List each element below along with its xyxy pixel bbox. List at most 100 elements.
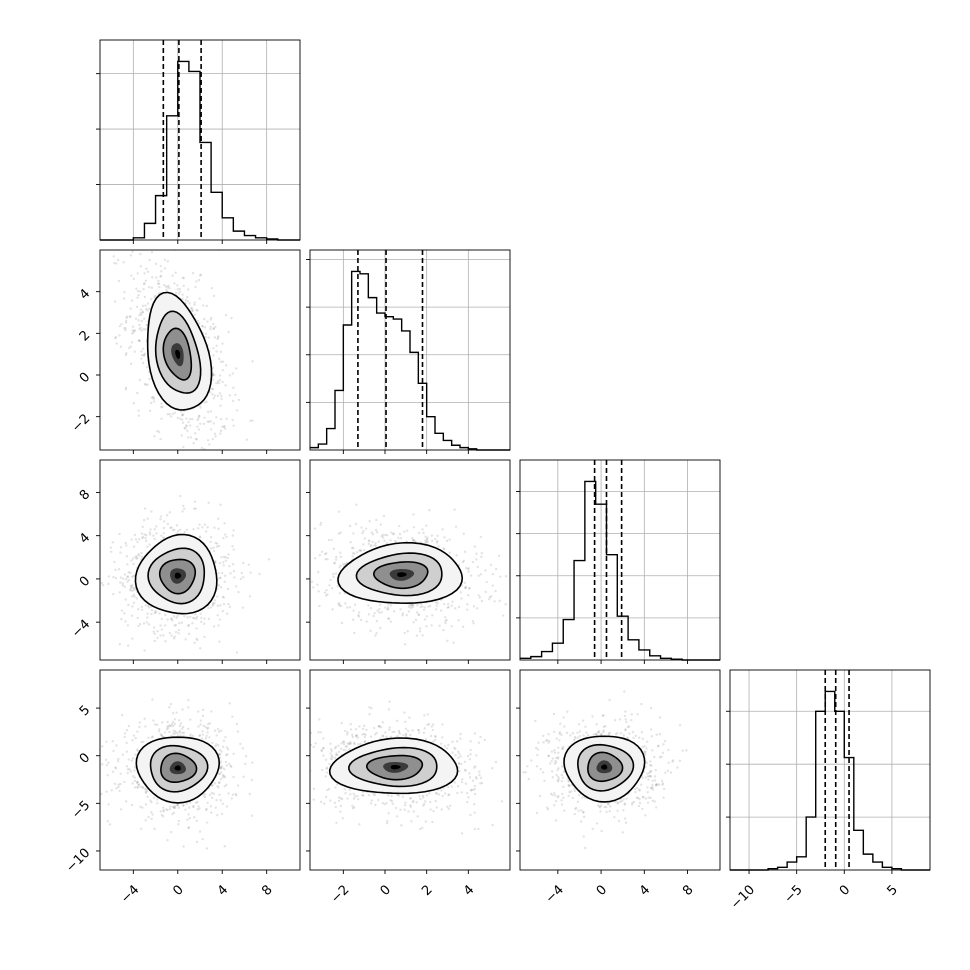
scatter-point	[139, 326, 142, 330]
contour-0	[146, 291, 213, 411]
scatter-point	[554, 819, 558, 822]
scatter-point	[125, 352, 128, 355]
contour-1	[149, 744, 209, 793]
scatter-point	[325, 589, 328, 592]
scatter-point	[440, 808, 443, 811]
scatter-point	[153, 827, 156, 831]
scatter-point	[124, 541, 127, 545]
scatter-point	[327, 787, 331, 791]
contour-0	[337, 541, 464, 604]
joint-panel-3-1	[244, 669, 511, 874]
scatter-point	[146, 270, 150, 274]
scatter-point	[411, 538, 415, 542]
scatter-point	[542, 741, 545, 744]
scatter-point	[181, 413, 185, 416]
scatter-point	[153, 723, 157, 726]
marginal-panel-3	[726, 669, 931, 874]
scatter-point	[123, 780, 126, 784]
scatter-point	[373, 611, 376, 615]
scatter-point	[196, 808, 199, 811]
scatter-point	[126, 315, 129, 318]
scatter-point	[231, 793, 235, 796]
scatter-point	[135, 305, 139, 309]
scatter-point	[124, 620, 127, 623]
scatter-point	[204, 808, 208, 812]
scatter-point	[221, 802, 224, 805]
scatter-point	[159, 518, 162, 521]
marginal-panel-1	[306, 249, 511, 454]
scatter-point	[182, 731, 186, 734]
scatter-point	[170, 723, 174, 726]
scatter-point	[196, 418, 199, 422]
scatter-point	[170, 830, 173, 834]
scatter-point	[494, 760, 498, 764]
scatter-point	[143, 717, 146, 720]
scatter-point	[211, 741, 214, 745]
scatter-point	[385, 533, 389, 537]
scatter-point	[197, 527, 200, 530]
scatter-point	[140, 532, 144, 535]
scatter-point	[188, 806, 191, 809]
scatter-point	[399, 536, 403, 540]
scatter-point	[434, 608, 438, 611]
scatter-point	[139, 265, 142, 268]
scatter-point	[320, 749, 324, 753]
joint-points-2-0	[85, 494, 271, 654]
scatter-point	[211, 603, 215, 606]
scatter-point	[182, 504, 185, 508]
scatter-point	[121, 584, 125, 587]
scatter-point	[85, 637, 87, 639]
scatter-point	[425, 524, 428, 527]
scatter-point	[212, 327, 215, 330]
scatter-point	[176, 731, 179, 735]
scatter-point	[351, 804, 354, 807]
joint-points-3-0	[100, 698, 254, 850]
scatter-point	[139, 308, 143, 311]
scatter-point	[198, 536, 202, 539]
scatter-point	[132, 734, 136, 737]
contour-2	[162, 327, 193, 381]
scatter-point	[362, 732, 366, 736]
scatter-point	[185, 802, 188, 806]
scatter-point	[201, 708, 205, 712]
scatter-point	[159, 733, 163, 736]
scatter-point	[442, 547, 445, 550]
scatter-point	[187, 826, 190, 830]
scatter-point	[419, 605, 422, 609]
scatter-point	[250, 814, 254, 817]
scatter-point	[322, 737, 325, 740]
scatter-point	[203, 622, 206, 626]
scatter-point	[204, 335, 207, 339]
scatter-point	[381, 734, 385, 738]
scatter-point	[337, 603, 340, 606]
scatter-point	[159, 274, 163, 278]
scatter-point	[150, 297, 153, 301]
scatter-point	[208, 391, 212, 394]
scatter-point	[176, 288, 179, 291]
scatter-point	[322, 746, 325, 750]
scatter-point	[141, 786, 144, 789]
scatter-point	[220, 771, 223, 774]
scatter-point	[139, 785, 142, 789]
scatter-point	[423, 800, 427, 803]
scatter-point	[176, 804, 179, 807]
scatter-point	[456, 791, 459, 795]
scatter-point	[213, 373, 216, 377]
scatter-point	[473, 811, 476, 814]
scatter-point	[120, 322, 123, 326]
scatter-point	[559, 722, 562, 725]
scatter-point	[131, 589, 134, 593]
scatter-point	[318, 718, 321, 721]
scatter-point	[150, 801, 153, 804]
scatter-point	[196, 425, 199, 428]
scatter-point	[409, 733, 412, 737]
scatter-point	[183, 426, 186, 430]
scatter-point	[403, 711, 406, 714]
scatter-point	[118, 324, 122, 328]
scatter-point	[213, 782, 217, 785]
scatter-point	[107, 803, 110, 806]
scatter-point	[272, 550, 274, 552]
scatter-point	[212, 294, 216, 298]
scatter-point	[217, 527, 220, 531]
scatter-point	[244, 790, 246, 792]
